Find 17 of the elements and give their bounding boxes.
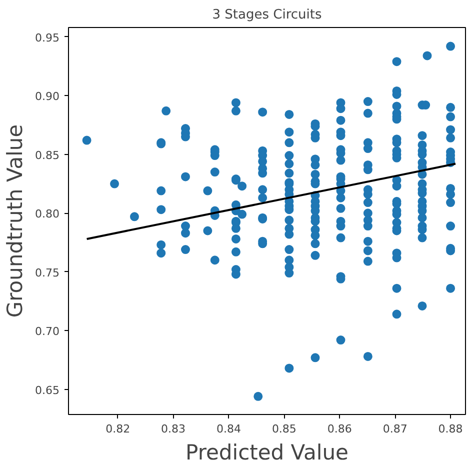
x-tick-label: 0.86	[327, 422, 352, 436]
y-tick-label: 0.85	[35, 148, 60, 162]
y-tick-label: 0.95	[35, 31, 60, 44]
y-tick-label: 0.70	[35, 325, 60, 338]
y-axis-title: Groundtruth Value	[3, 124, 28, 318]
x-tick-label: 0.83	[161, 422, 186, 436]
x-axis-title: Predicted Value	[186, 440, 348, 464]
y-tick-label: 0.65	[35, 384, 60, 397]
x-tick-label: 0.84	[216, 422, 241, 436]
y-tick-label: 0.80	[35, 208, 60, 221]
x-tick-label: 0.88	[438, 422, 463, 436]
y-tick-label: 0.75	[35, 266, 60, 280]
y-tick-label: 0.90	[35, 90, 60, 104]
x-tick-label: 0.85	[272, 422, 296, 436]
x-tick-label: 0.87	[382, 422, 408, 436]
x-tick-label: 0.82	[106, 422, 130, 436]
chart-title: 3 Stages Circuits	[212, 8, 322, 22]
